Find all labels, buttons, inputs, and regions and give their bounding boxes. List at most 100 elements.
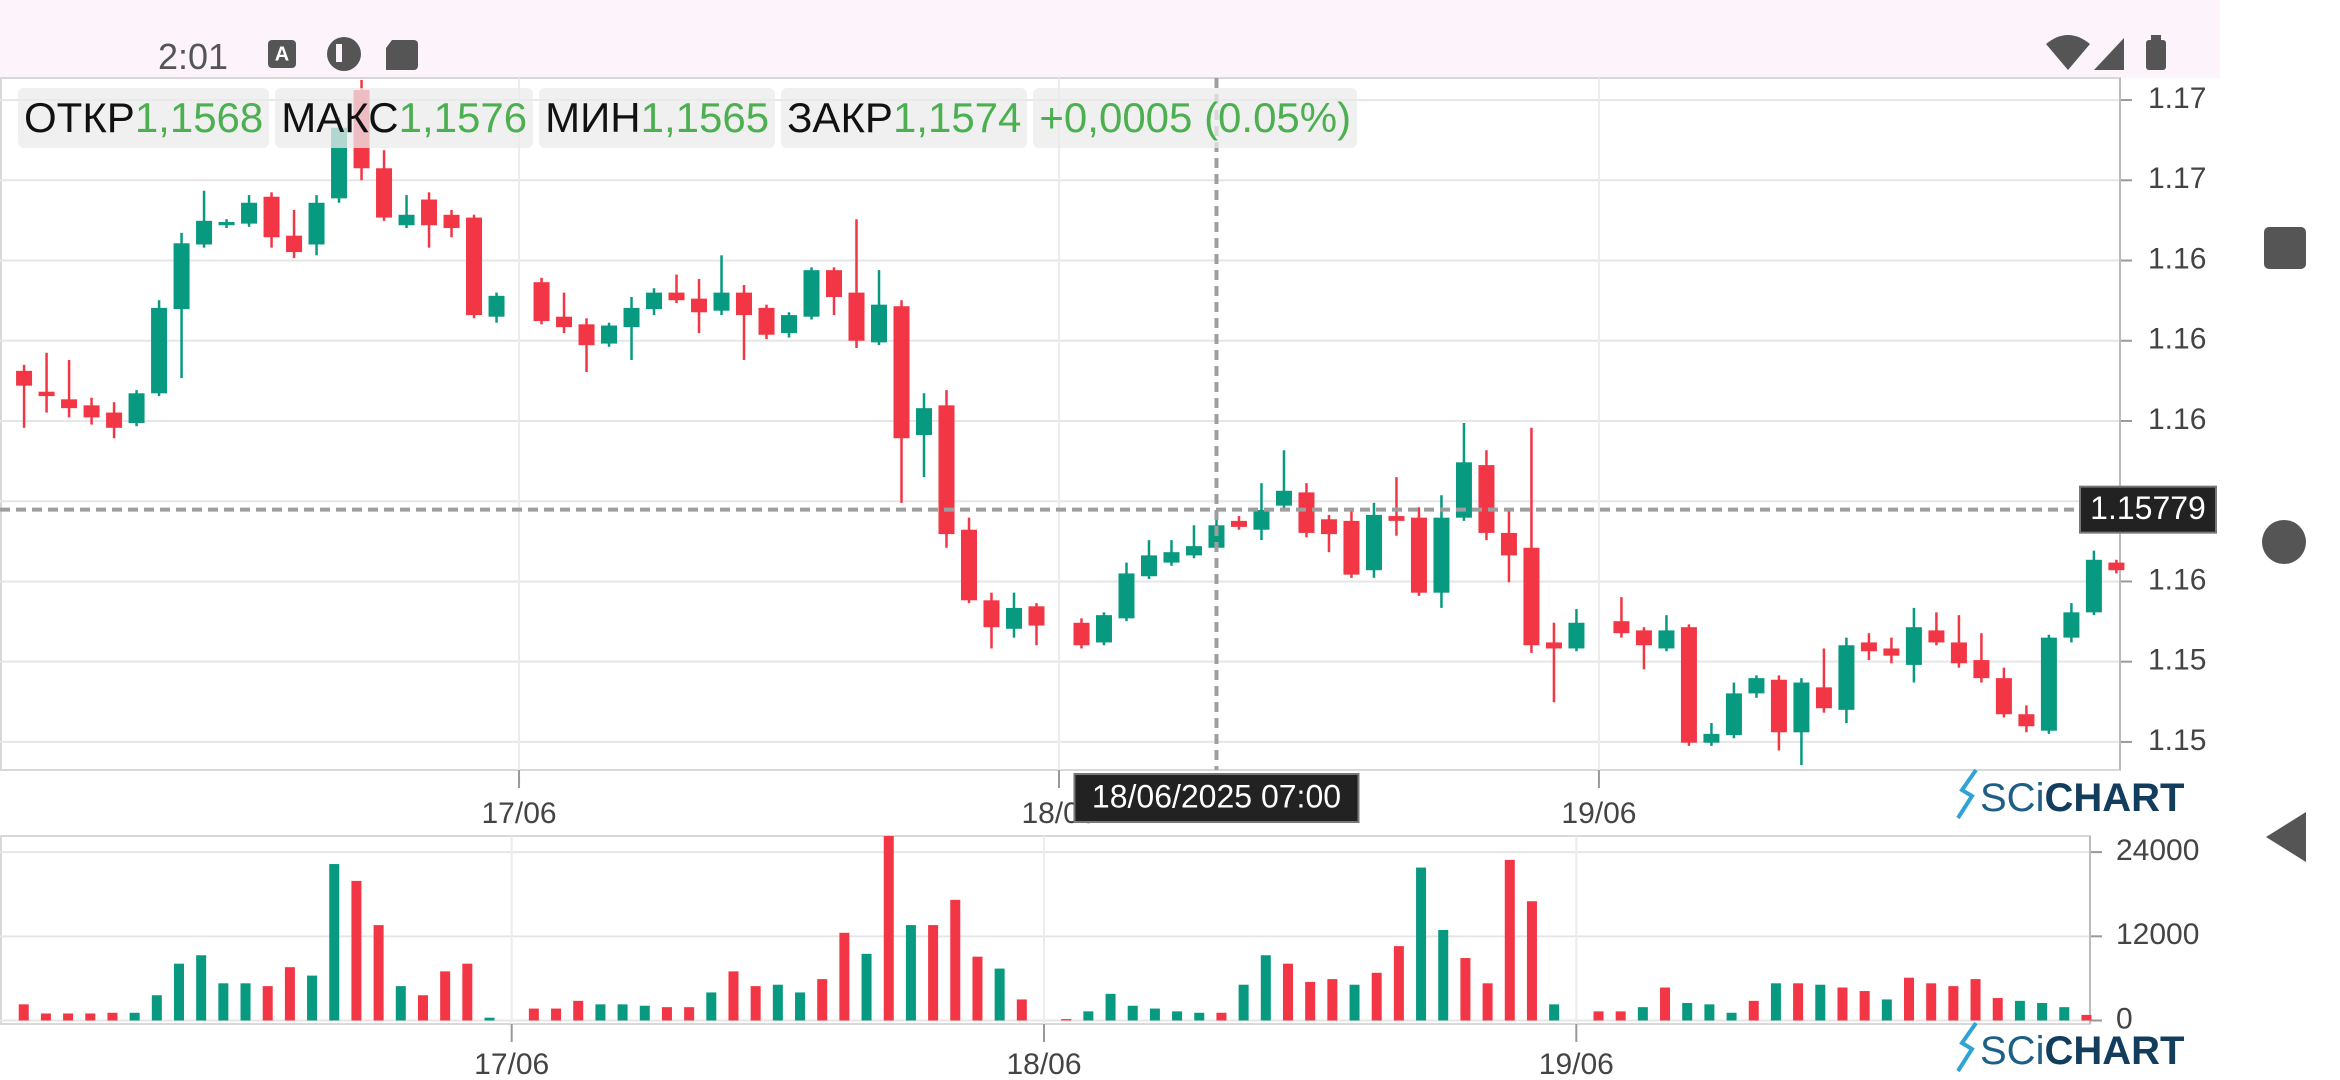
candle-body bbox=[1635, 630, 1652, 646]
icon-wifi bbox=[2046, 35, 2090, 70]
candle-body bbox=[1275, 490, 1292, 506]
candle-body bbox=[443, 214, 460, 229]
volume-bar bbox=[994, 968, 1005, 1021]
volume-bar bbox=[218, 983, 229, 1021]
nav-back[interactable] bbox=[2266, 812, 2306, 862]
volume-bar bbox=[1482, 983, 1493, 1021]
volume-bar bbox=[1881, 999, 1892, 1021]
candle-body bbox=[893, 306, 910, 439]
candle-body bbox=[1793, 682, 1810, 733]
volume-bar bbox=[772, 984, 783, 1021]
volume-bar bbox=[1682, 1002, 1693, 1021]
ohlc-item: ОТКР1,1568 bbox=[18, 88, 270, 148]
candle-body bbox=[1973, 660, 1990, 679]
volume-bar bbox=[1726, 1012, 1737, 1021]
candle-body bbox=[848, 292, 865, 341]
candle-body bbox=[61, 399, 78, 409]
volume-bar bbox=[85, 1013, 96, 1021]
volume-bar bbox=[1549, 1004, 1560, 1021]
volume-bar bbox=[63, 1013, 74, 1021]
crosshair-x-box bbox=[1073, 773, 1360, 823]
crosshair-y-label: 1.15779 bbox=[2090, 490, 2206, 526]
ohlc-value: 1,1568 bbox=[134, 94, 264, 141]
candle-body bbox=[151, 307, 168, 394]
volume-bar bbox=[1327, 979, 1338, 1021]
ohlc-value: 1,1576 bbox=[398, 94, 528, 141]
candle-body bbox=[960, 529, 977, 601]
candle-body bbox=[646, 292, 663, 310]
volume-bar bbox=[728, 971, 739, 1021]
candle-body bbox=[1860, 642, 1877, 652]
watermark: SCiCHART bbox=[1956, 768, 2184, 820]
candle-body bbox=[983, 600, 1000, 628]
nav-home[interactable] bbox=[2262, 520, 2306, 564]
candle-body bbox=[781, 315, 798, 334]
watermark: SCiCHART bbox=[1956, 1021, 2184, 1073]
watermark-prefix: SCi bbox=[1980, 1029, 2044, 1073]
volume-bar bbox=[1105, 993, 1116, 1021]
candle-body bbox=[1343, 520, 1360, 575]
y-tick-label: 1.16 bbox=[2148, 563, 2206, 596]
y-tick-label: 0 bbox=[2116, 1002, 2133, 1035]
candle-body bbox=[1005, 607, 1022, 629]
candle-body bbox=[1095, 615, 1112, 643]
candle-body bbox=[106, 412, 123, 428]
volume-bar bbox=[107, 1012, 118, 1021]
candle-body bbox=[915, 408, 932, 436]
watermark-text: SCiCHART bbox=[1980, 776, 2184, 820]
candle-body bbox=[1478, 465, 1495, 533]
volume-bar bbox=[1371, 972, 1382, 1021]
candle-body bbox=[466, 217, 483, 316]
candle-body bbox=[16, 370, 33, 386]
volume-bar bbox=[795, 992, 806, 1021]
icon-app bbox=[327, 37, 361, 71]
volume-bar bbox=[240, 983, 251, 1021]
nav-recents[interactable] bbox=[2264, 227, 2306, 269]
candle-body bbox=[1410, 517, 1427, 593]
volume-bar bbox=[484, 1017, 495, 1021]
candle-body bbox=[1253, 510, 1270, 530]
candle-body bbox=[128, 393, 145, 423]
candle-body bbox=[1838, 645, 1855, 710]
candle-body bbox=[826, 270, 843, 298]
candle-body bbox=[1950, 642, 1967, 664]
ohlc-item: МИН1,1565 bbox=[539, 88, 776, 148]
volume-bar bbox=[1305, 981, 1316, 1021]
volume-bar bbox=[2081, 1014, 2092, 1021]
candle-body bbox=[1185, 546, 1202, 556]
x-tick-label: 17/06 bbox=[481, 797, 556, 830]
volume-bar bbox=[839, 932, 850, 1021]
candle-body bbox=[1770, 679, 1787, 733]
volume-bar bbox=[817, 979, 828, 1021]
clock: 2:01 bbox=[158, 36, 229, 77]
candle-body bbox=[938, 405, 955, 535]
candle-body bbox=[713, 292, 730, 311]
volume-bar bbox=[639, 1005, 650, 1021]
candle-body bbox=[2040, 637, 2057, 731]
volume-bar bbox=[1504, 859, 1515, 1021]
volume-bar bbox=[1216, 1012, 1227, 1021]
candle-body bbox=[623, 307, 640, 328]
candle-body bbox=[218, 222, 235, 226]
icon-signal bbox=[2094, 38, 2124, 70]
icon-sd bbox=[386, 40, 418, 70]
ohlc-label: ЗАКР bbox=[787, 94, 893, 141]
icon-battery bbox=[2146, 40, 2166, 70]
candle-body bbox=[1433, 517, 1450, 593]
candle-body bbox=[1883, 648, 1900, 656]
candle-body bbox=[1905, 627, 1922, 665]
volume-bar bbox=[684, 1007, 695, 1021]
volume-bar bbox=[1393, 946, 1404, 1021]
volume-bar bbox=[905, 925, 916, 1021]
candle-body bbox=[1680, 627, 1697, 743]
ohlc-value: 1,1574 bbox=[892, 94, 1022, 141]
x-tick-label: 19/06 bbox=[1539, 1048, 1614, 1080]
volume-bar bbox=[1349, 984, 1360, 1021]
candle-body bbox=[1725, 693, 1742, 736]
ohlc-value: 1,1565 bbox=[640, 94, 770, 141]
volume-bar bbox=[1172, 1011, 1183, 1021]
candle-body bbox=[1928, 630, 1945, 643]
volume-bar bbox=[1194, 1012, 1205, 1021]
candle-body bbox=[803, 270, 820, 317]
volume-bar bbox=[1238, 984, 1249, 1021]
